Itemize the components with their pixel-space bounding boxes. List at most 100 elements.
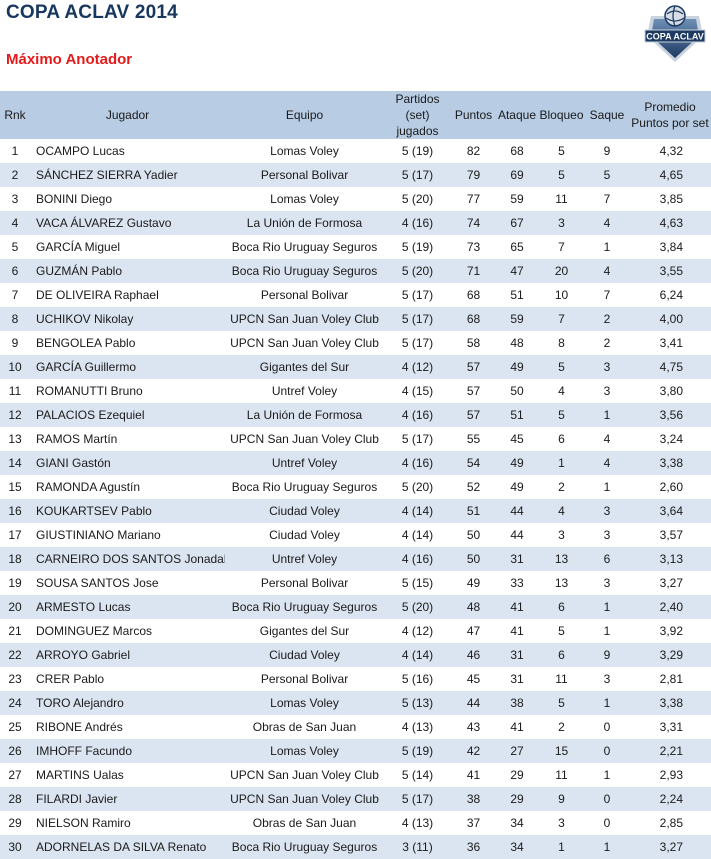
block-cell: 1 — [538, 835, 585, 859]
player-name-cell: SÁNCHEZ SIERRA Yadier — [30, 163, 225, 187]
serve-cell: 3 — [585, 667, 629, 691]
rank-cell: 17 — [0, 523, 30, 547]
serve-cell: 4 — [585, 451, 629, 475]
col-ataque[interactable]: Ataque — [496, 91, 538, 139]
average-cell: 3,55 — [629, 259, 711, 283]
points-cell: 74 — [451, 211, 496, 235]
average-cell: 3,85 — [629, 187, 711, 211]
col-equipo[interactable]: Equipo — [225, 91, 384, 139]
player-name-cell: BENGOLEA Pablo — [30, 331, 225, 355]
average-cell: 2,93 — [629, 763, 711, 787]
table-row: 26 IMHOFF Facundo Lomas Voley 5 (19) 42 27 15 0… — [0, 739, 711, 763]
attack-cell: 31 — [496, 667, 538, 691]
table-row: 11 ROMANUTTI Bruno Untref Voley 4 (15) 57 50 4… — [0, 379, 711, 403]
table-row: 2 SÁNCHEZ SIERRA Yadier Personal Bolivar 5 … — [0, 163, 711, 187]
table-row: 3 BONINI Diego Lomas Voley 5 (20) 77 59 11 7 3,8… — [0, 187, 711, 211]
attack-cell: 41 — [496, 715, 538, 739]
rank-cell: 1 — [0, 139, 30, 163]
table-row: 21 DOMINGUEZ Marcos Gigantes del Sur 4 (12)… — [0, 619, 711, 643]
attack-cell: 49 — [496, 451, 538, 475]
matches-cell: 4 (16) — [384, 451, 451, 475]
player-name-cell: KOUKARTSEV Pablo — [30, 499, 225, 523]
block-cell: 5 — [538, 619, 585, 643]
logo-text: COPA ACLAV — [646, 32, 704, 42]
col-rnk[interactable]: Rnk — [0, 91, 30, 139]
player-name-cell: CRER Pablo — [30, 667, 225, 691]
serve-cell: 9 — [585, 643, 629, 667]
serve-cell: 2 — [585, 331, 629, 355]
matches-cell: 5 (19) — [384, 235, 451, 259]
attack-cell: 68 — [496, 139, 538, 163]
block-cell: 6 — [538, 643, 585, 667]
attack-cell: 59 — [496, 187, 538, 211]
player-name-cell: VACA ÁLVAREZ Gustavo — [30, 211, 225, 235]
attack-cell: 33 — [496, 571, 538, 595]
rank-cell: 19 — [0, 571, 30, 595]
player-name-cell: MARTINS Ualas — [30, 763, 225, 787]
average-cell: 3,27 — [629, 835, 711, 859]
points-cell: 79 — [451, 163, 496, 187]
matches-cell: 5 (17) — [384, 163, 451, 187]
rank-cell: 25 — [0, 715, 30, 739]
col-partidos[interactable]: Partidos (set) jugados — [384, 91, 451, 139]
matches-cell: 5 (17) — [384, 283, 451, 307]
serve-cell: 3 — [585, 499, 629, 523]
player-name-cell: RAMONDA Agustín — [30, 475, 225, 499]
matches-cell: 4 (14) — [384, 499, 451, 523]
attack-cell: 45 — [496, 427, 538, 451]
table-row: 22 ARROYO Gabriel Ciudad Voley 4 (14) 46 31 6 9… — [0, 643, 711, 667]
table-row: 28 FILARDI Javier UPCN San Juan Voley Club… — [0, 787, 711, 811]
rank-cell: 27 — [0, 763, 30, 787]
serve-cell: 2 — [585, 307, 629, 331]
team-cell: La Unión de Formosa — [225, 211, 384, 235]
rank-cell: 14 — [0, 451, 30, 475]
table-row: 17 GIUSTINIANO Mariano Ciudad Voley 4 (14) 5… — [0, 523, 711, 547]
table-row: 10 GARCÍA Guillermo Gigantes del Sur 4 (12)… — [0, 355, 711, 379]
serve-cell: 3 — [585, 379, 629, 403]
average-cell: 3,13 — [629, 547, 711, 571]
block-cell: 13 — [538, 547, 585, 571]
player-name-cell: TORO Alejandro — [30, 691, 225, 715]
block-cell: 13 — [538, 571, 585, 595]
average-cell: 2,40 — [629, 595, 711, 619]
matches-cell: 4 (12) — [384, 619, 451, 643]
col-saque[interactable]: Saque — [585, 91, 629, 139]
player-name-cell: BONINI Diego — [30, 187, 225, 211]
rank-cell: 7 — [0, 283, 30, 307]
matches-cell: 5 (19) — [384, 139, 451, 163]
block-cell: 5 — [538, 355, 585, 379]
serve-cell: 0 — [585, 787, 629, 811]
points-cell: 47 — [451, 619, 496, 643]
col-bloqueo[interactable]: Bloqueo — [538, 91, 585, 139]
matches-cell: 5 (20) — [384, 259, 451, 283]
attack-cell: 50 — [496, 379, 538, 403]
serve-cell: 1 — [585, 763, 629, 787]
block-cell: 6 — [538, 595, 585, 619]
player-name-cell: ROMANUTTI Bruno — [30, 379, 225, 403]
attack-cell: 29 — [496, 763, 538, 787]
team-cell: UPCN San Juan Voley Club — [225, 307, 384, 331]
points-cell: 54 — [451, 451, 496, 475]
serve-cell: 4 — [585, 427, 629, 451]
block-cell: 4 — [538, 499, 585, 523]
rank-cell: 29 — [0, 811, 30, 835]
average-cell: 3,57 — [629, 523, 711, 547]
block-cell: 7 — [538, 235, 585, 259]
col-jugador[interactable]: Jugador — [30, 91, 225, 139]
block-cell: 3 — [538, 211, 585, 235]
col-promedio[interactable]: Promedio Puntos por set — [629, 91, 711, 139]
block-cell: 2 — [538, 475, 585, 499]
average-cell: 3,38 — [629, 691, 711, 715]
block-cell: 5 — [538, 403, 585, 427]
serve-cell: 1 — [585, 595, 629, 619]
rank-cell: 5 — [0, 235, 30, 259]
matches-cell: 5 (17) — [384, 427, 451, 451]
average-cell: 3,56 — [629, 403, 711, 427]
team-cell: UPCN San Juan Voley Club — [225, 427, 384, 451]
table-row: 16 KOUKARTSEV Pablo Ciudad Voley 4 (14) 51 44… — [0, 499, 711, 523]
attack-cell: 34 — [496, 835, 538, 859]
points-cell: 57 — [451, 379, 496, 403]
col-puntos[interactable]: Puntos — [451, 91, 496, 139]
rank-cell: 6 — [0, 259, 30, 283]
team-cell: Personal Bolivar — [225, 163, 384, 187]
